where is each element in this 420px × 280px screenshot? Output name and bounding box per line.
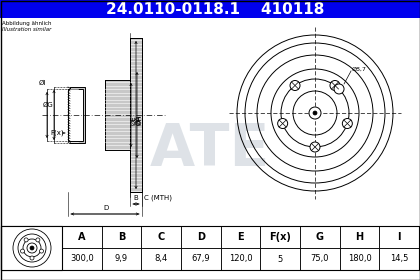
Bar: [62, 226, 102, 248]
Bar: [379, 248, 419, 270]
Bar: [260, 248, 300, 270]
Bar: [0, 18, 420, 228]
Bar: [1, 226, 62, 270]
Bar: [130, 38, 142, 192]
Circle shape: [39, 249, 44, 253]
Bar: [102, 248, 142, 270]
Text: D: D: [197, 232, 205, 242]
Bar: [70, 87, 85, 143]
Bar: [181, 226, 221, 248]
Text: B: B: [134, 195, 138, 201]
Text: F(x): F(x): [50, 130, 63, 136]
Text: 180,0: 180,0: [348, 255, 371, 263]
Bar: [1, 226, 419, 270]
Bar: [0, 0, 420, 18]
Text: ØE: ØE: [131, 115, 137, 125]
Text: 8,4: 8,4: [155, 255, 168, 263]
Text: ØI: ØI: [39, 80, 46, 86]
Text: A: A: [78, 232, 86, 242]
Bar: [220, 226, 260, 248]
Circle shape: [290, 80, 300, 90]
Circle shape: [278, 118, 288, 129]
Text: 67,9: 67,9: [192, 255, 210, 263]
Circle shape: [342, 118, 352, 129]
Circle shape: [23, 239, 41, 257]
Bar: [340, 226, 379, 248]
Text: B: B: [118, 232, 125, 242]
Text: D: D: [103, 205, 109, 211]
Text: ØH: ØH: [137, 115, 143, 125]
Text: 5: 5: [278, 255, 283, 263]
Text: 14,5: 14,5: [390, 255, 408, 263]
Bar: [62, 248, 102, 270]
Text: I: I: [397, 232, 401, 242]
Circle shape: [309, 107, 321, 119]
Text: Illustration similar: Illustration similar: [2, 27, 51, 32]
Circle shape: [24, 238, 28, 242]
Text: E: E: [237, 232, 244, 242]
Text: F(x): F(x): [269, 232, 291, 242]
Text: C: C: [158, 232, 165, 242]
Bar: [68, 89, 83, 141]
Text: ØG: ØG: [42, 102, 53, 108]
Text: ØA: ØA: [136, 115, 142, 125]
Circle shape: [310, 142, 320, 152]
Text: C (MTH): C (MTH): [144, 195, 172, 201]
Text: 24.0110-0118.1    410118: 24.0110-0118.1 410118: [106, 1, 324, 17]
Bar: [340, 248, 379, 270]
Text: 120,0: 120,0: [228, 255, 252, 263]
Bar: [300, 248, 340, 270]
Bar: [0, 18, 420, 228]
Circle shape: [36, 238, 40, 242]
Circle shape: [30, 256, 34, 260]
Circle shape: [334, 84, 344, 94]
Bar: [260, 226, 300, 248]
Text: H: H: [355, 232, 364, 242]
Text: 9,9: 9,9: [115, 255, 128, 263]
Circle shape: [330, 80, 340, 90]
Text: G: G: [316, 232, 324, 242]
Bar: [102, 226, 142, 248]
Circle shape: [30, 246, 34, 250]
Text: Ø8,7: Ø8,7: [352, 66, 367, 71]
Bar: [142, 226, 181, 248]
Circle shape: [13, 229, 51, 267]
Circle shape: [27, 243, 37, 253]
Bar: [379, 226, 419, 248]
Circle shape: [21, 249, 24, 253]
Bar: [0, 226, 420, 270]
Text: 75,0: 75,0: [310, 255, 329, 263]
Bar: [142, 248, 181, 270]
Bar: [105, 80, 130, 150]
Text: 300,0: 300,0: [70, 255, 94, 263]
Circle shape: [18, 234, 46, 262]
Text: Abbildung ähnlich: Abbildung ähnlich: [2, 21, 52, 26]
Circle shape: [313, 111, 317, 115]
Text: ATE: ATE: [150, 122, 270, 179]
Bar: [181, 248, 221, 270]
Bar: [300, 226, 340, 248]
Bar: [220, 248, 260, 270]
